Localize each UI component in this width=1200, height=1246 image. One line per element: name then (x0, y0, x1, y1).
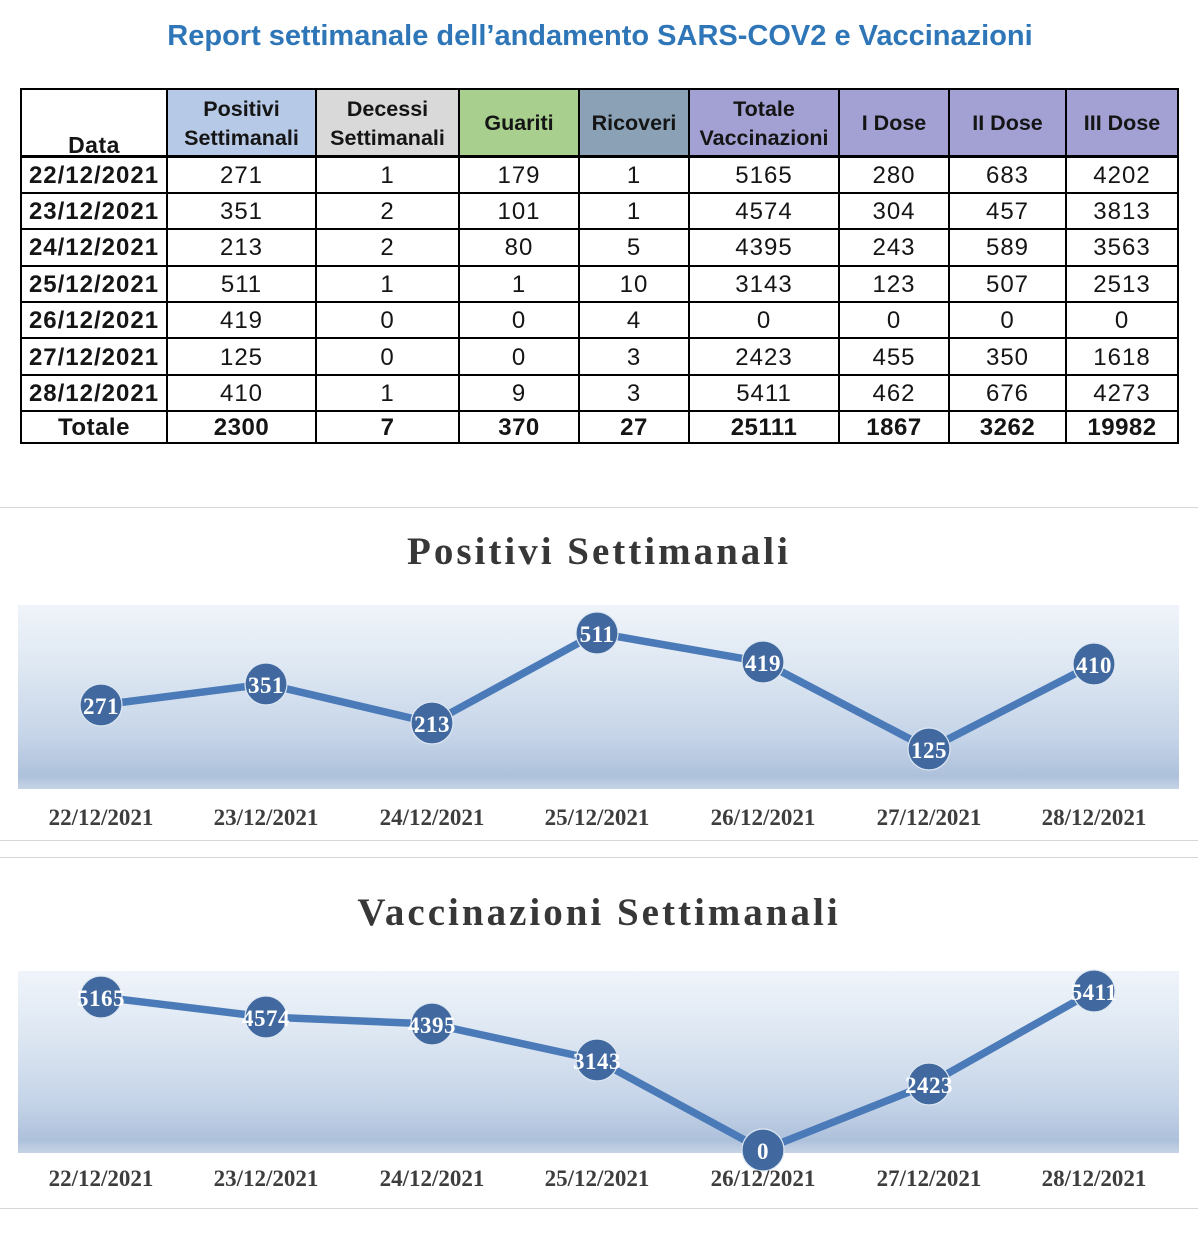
svg-text:4395: 4395 (408, 1013, 456, 1038)
svg-text:125: 125 (911, 738, 947, 763)
svg-text:2423: 2423 (905, 1073, 953, 1098)
svg-text:5411: 5411 (1071, 980, 1118, 1005)
svg-text:27/12/2021: 27/12/2021 (877, 805, 982, 830)
svg-text:351: 351 (248, 673, 284, 698)
svg-text:25/12/2021: 25/12/2021 (545, 805, 650, 830)
svg-text:27/12/2021: 27/12/2021 (877, 1166, 982, 1191)
svg-text:410: 410 (1076, 653, 1112, 678)
svg-text:4574: 4574 (242, 1006, 290, 1031)
svg-text:24/12/2021: 24/12/2021 (380, 805, 485, 830)
svg-text:511: 511 (580, 622, 615, 647)
svg-text:0: 0 (757, 1139, 769, 1164)
svg-text:24/12/2021: 24/12/2021 (380, 1166, 485, 1191)
svg-text:23/12/2021: 23/12/2021 (214, 805, 319, 830)
svg-text:22/12/2021: 22/12/2021 (49, 805, 154, 830)
svg-text:5165: 5165 (77, 986, 125, 1011)
svg-text:25/12/2021: 25/12/2021 (545, 1166, 650, 1191)
svg-text:3143: 3143 (573, 1049, 621, 1074)
svg-text:22/12/2021: 22/12/2021 (49, 1166, 154, 1191)
svg-text:26/12/2021: 26/12/2021 (711, 805, 816, 830)
svg-text:28/12/2021: 28/12/2021 (1042, 1166, 1147, 1191)
svg-text:213: 213 (414, 712, 450, 737)
svg-text:23/12/2021: 23/12/2021 (214, 1166, 319, 1191)
svg-text:271: 271 (83, 694, 119, 719)
svg-text:419: 419 (745, 651, 781, 676)
svg-text:28/12/2021: 28/12/2021 (1042, 805, 1147, 830)
svg-text:26/12/2021: 26/12/2021 (711, 1166, 816, 1191)
